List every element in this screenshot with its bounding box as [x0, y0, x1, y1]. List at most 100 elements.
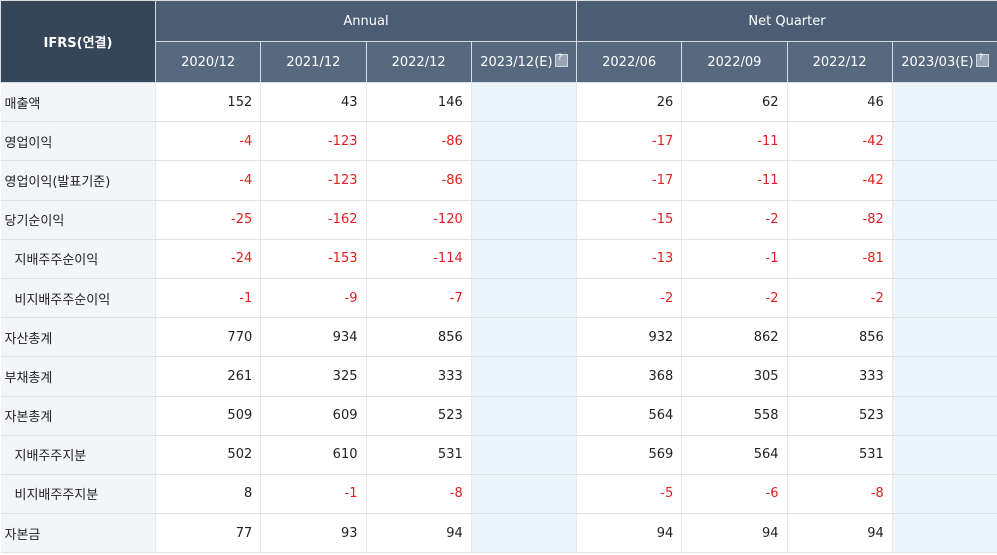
- ifrs-header: IFRS(연결): [0, 0, 156, 83]
- estimate-cell: [471, 317, 578, 358]
- value-cell: 531: [787, 435, 893, 475]
- value-cell: -82: [787, 200, 893, 240]
- value-cell: -7: [366, 278, 472, 319]
- value-cell: 523: [787, 396, 893, 436]
- value-cell: -17: [576, 160, 683, 201]
- estimate-cell: [471, 121, 578, 162]
- value-cell: 94: [681, 513, 788, 554]
- value-cell: 564: [681, 435, 788, 475]
- value-cell: 609: [260, 396, 367, 436]
- estimate-cell: [892, 396, 997, 436]
- value-cell: 531: [366, 435, 472, 475]
- estimate-cell: [892, 474, 997, 515]
- table-row: 자산총계 770 934 856 932 862 856: [0, 317, 997, 358]
- estimate-cell: [471, 278, 578, 319]
- value-cell: -13: [576, 239, 683, 279]
- value-cell: 94: [366, 513, 472, 554]
- value-cell: -1: [260, 474, 367, 515]
- estimate-cell: [892, 121, 997, 162]
- estimate-cell: [471, 82, 578, 123]
- value-cell: 770: [155, 317, 262, 358]
- value-cell: 509: [155, 396, 262, 436]
- table-row: 자본금 77 93 94 94 94 94: [0, 513, 997, 554]
- value-cell: 502: [155, 435, 262, 475]
- estimate-cell: [892, 356, 997, 397]
- period-header: 2020/12: [154, 41, 262, 83]
- value-cell: 325: [260, 356, 367, 397]
- value-cell: 43: [260, 82, 367, 123]
- estimate-cell: [471, 239, 578, 279]
- value-cell: -4: [155, 160, 262, 201]
- value-cell: 77: [155, 513, 262, 554]
- value-cell: 564: [576, 396, 683, 436]
- row-label: 부채총계: [0, 356, 156, 397]
- estimate-cell: [471, 200, 578, 240]
- value-cell: -2: [681, 200, 788, 240]
- period-header: 2021/12: [260, 41, 367, 83]
- estimate-cell: [892, 513, 997, 554]
- estimate-help-icon[interactable]: [975, 53, 989, 67]
- estimate-cell: [471, 513, 578, 554]
- value-cell: -8: [787, 474, 893, 515]
- value-cell: 94: [787, 513, 893, 554]
- value-cell: 305: [681, 356, 788, 397]
- estimate-cell: [892, 200, 997, 240]
- annual-header: Annual: [154, 0, 578, 42]
- value-cell: -1: [681, 239, 788, 279]
- value-cell: 569: [576, 435, 683, 475]
- value-cell: -114: [366, 239, 472, 279]
- value-cell: -123: [260, 121, 367, 162]
- table-row: 자본총계 509 609 523 564 558 523: [0, 396, 997, 436]
- value-cell: -123: [260, 160, 367, 201]
- estimate-cell: [471, 160, 578, 201]
- value-cell: -1: [155, 278, 262, 319]
- value-cell: 856: [787, 317, 893, 358]
- period-header: 2022/06: [576, 41, 683, 83]
- value-cell: -6: [681, 474, 788, 515]
- value-cell: -8: [366, 474, 472, 515]
- value-cell: -81: [787, 239, 893, 279]
- estimate-cell: [471, 435, 578, 475]
- value-cell: 94: [576, 513, 683, 554]
- value-cell: 862: [681, 317, 788, 358]
- value-cell: 152: [155, 82, 262, 123]
- value-cell: 932: [576, 317, 683, 358]
- estimate-cell: [892, 435, 997, 475]
- value-cell: 46: [787, 82, 893, 123]
- value-cell: 610: [260, 435, 367, 475]
- table-row: 비지배주주순이익 -1 -9 -7 -2 -2 -2: [0, 278, 997, 319]
- estimate-cell: [892, 278, 997, 319]
- period-header: 2022/09: [681, 41, 788, 83]
- value-cell: 62: [681, 82, 788, 123]
- value-cell: -5: [576, 474, 683, 515]
- table-row: 영업이익(발표기준) -4 -123 -86 -17 -11 -42: [0, 160, 997, 201]
- value-cell: -162: [260, 200, 367, 240]
- value-cell: -86: [366, 160, 472, 201]
- value-cell: 93: [260, 513, 367, 554]
- row-label: 영업이익: [0, 121, 156, 162]
- value-cell: 558: [681, 396, 788, 436]
- value-cell: -2: [787, 278, 893, 319]
- table-row: 비지배주주지분 8 -1 -8 -5 -6 -8: [0, 474, 997, 515]
- period-header-estimate: 2023/12(E): [470, 41, 578, 83]
- value-cell: 856: [366, 317, 472, 358]
- row-label: 자본금: [0, 513, 156, 554]
- period-header: 2022/12: [786, 41, 893, 83]
- row-label: 자본총계: [0, 396, 156, 436]
- value-cell: 8: [155, 474, 262, 515]
- row-label: 당기순이익: [0, 200, 156, 240]
- row-label: 자산총계: [0, 317, 156, 358]
- period-header: 2022/12: [365, 41, 472, 83]
- estimate-cell: [892, 160, 997, 201]
- value-cell: 333: [366, 356, 472, 397]
- net-quarter-header: Net Quarter: [576, 0, 997, 42]
- value-cell: -17: [576, 121, 683, 162]
- table-row: 매출액 152 43 146 26 62 46: [0, 82, 997, 123]
- value-cell: -25: [155, 200, 262, 240]
- row-label: 매출액: [0, 82, 156, 123]
- estimate-help-icon[interactable]: [554, 53, 568, 67]
- estimate-cell: [471, 356, 578, 397]
- value-cell: 26: [576, 82, 683, 123]
- value-cell: -4: [155, 121, 262, 162]
